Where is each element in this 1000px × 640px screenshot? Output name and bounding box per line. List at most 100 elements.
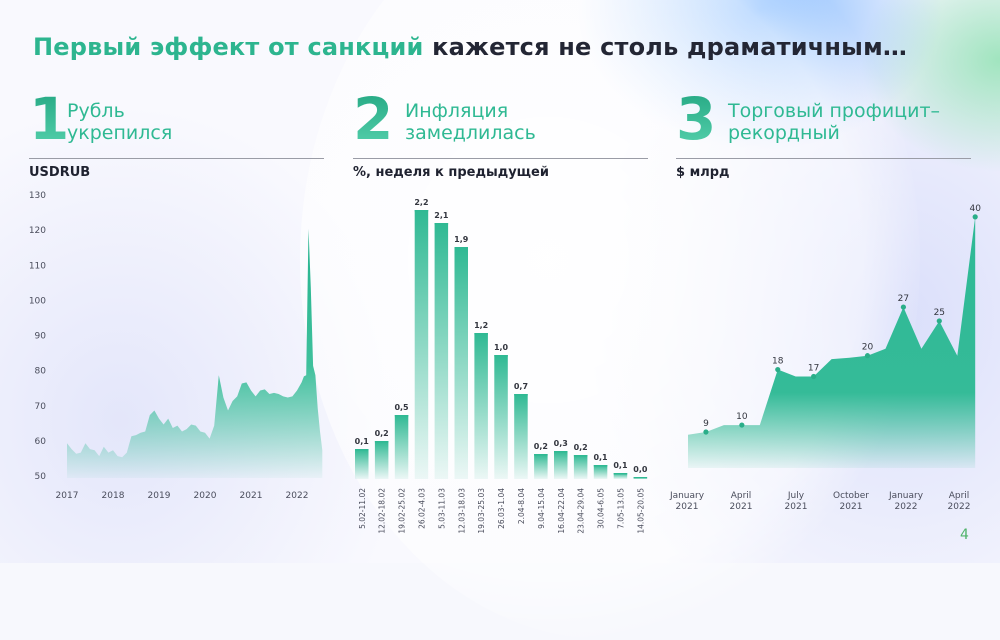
bar-rect — [374, 441, 389, 479]
bar-category-label: 19.03-25.03 — [477, 488, 486, 534]
inflation-bar-chart: 0,1 5.02-11.02 0,2 12.02-18.02 0,5 19.02-25.0… — [355, 198, 648, 534]
x-tick-label-year: 2021 — [730, 502, 753, 512]
section-heading-line2: рекордный — [728, 122, 840, 144]
trade-surplus-area — [688, 216, 976, 468]
bar-category-label: 2.04-8.04 — [517, 488, 526, 524]
data-point-marker — [936, 318, 942, 324]
section-heading: Рубль укрепился — [67, 100, 172, 144]
y-tick-label: 80 — [35, 367, 47, 377]
bar: 2,2 26.02-4.03 — [414, 198, 428, 529]
x-tick-label: 2017 — [56, 491, 79, 501]
data-point-label: 25 — [934, 308, 945, 318]
bar-category-label: 5.03-11.03 — [437, 488, 446, 529]
x-tick-label: 2022 — [286, 491, 309, 501]
bar-top — [593, 465, 608, 467]
bar-category-label: 9.04-15.04 — [537, 488, 546, 529]
bar-top — [534, 454, 548, 456]
y-tick-label: 60 — [35, 437, 47, 447]
x-axis-ticks: 2017 2018 2019 2020 2021 2022 — [56, 491, 309, 501]
section-heading-line2: укрепился — [67, 122, 173, 144]
section-number: 2 — [353, 85, 394, 153]
bar: 1,2 19.03-25.03 — [474, 321, 488, 534]
x-tick-label-year: 2022 — [948, 502, 971, 512]
y-tick-label: 130 — [29, 191, 46, 201]
x-tick-label-year: 2022 — [895, 502, 918, 512]
bar-category-label: 5.02-11.02 — [358, 488, 367, 529]
data-point-marker — [739, 422, 745, 428]
y-tick-label: 100 — [29, 296, 46, 306]
chart-unit-label: USDRUB — [29, 165, 91, 180]
section-heading: Инфляция замедлилась — [405, 100, 536, 144]
bar-top — [474, 333, 488, 335]
bar-rect — [414, 210, 429, 479]
bar-value-label: 0,7 — [514, 382, 528, 391]
bar-rect — [554, 451, 568, 479]
section-heading-line1: Инфляция — [405, 100, 509, 122]
bar: 0,3 16.04-22.04 — [554, 439, 568, 534]
x-tick-label: 2021 — [240, 491, 263, 501]
x-tick-label-year: 2021 — [785, 502, 808, 512]
x-tick-label: 2019 — [148, 491, 171, 501]
slide-title-highlight: Первый эффект от санкций — [33, 33, 424, 61]
bar: 0,7 2.04-8.04 — [514, 382, 528, 524]
bar-value-label: 0,5 — [394, 403, 409, 412]
x-tick-label: 2018 — [102, 491, 125, 501]
x-tick-label: 2020 — [194, 491, 217, 501]
bar: 0,2 9.04-15.04 — [534, 442, 548, 529]
data-point-marker — [703, 429, 709, 435]
bar-top — [554, 451, 568, 453]
bar-category-label: 14.05-20.05 — [636, 488, 645, 534]
bar-top — [494, 355, 508, 357]
bar-category-label: 12.02-18.02 — [378, 488, 387, 534]
bar: 0,1 7.05-13.05 — [613, 461, 628, 529]
bar-top — [633, 477, 648, 479]
bar-category-label: 7.05-13.05 — [616, 488, 625, 529]
data-points: 9 10 18 17 20 27 25 40 — [703, 204, 981, 435]
bar-value-label: 0,1 — [613, 461, 628, 470]
y-tick-label: 110 — [29, 261, 46, 271]
data-point-marker — [864, 353, 871, 359]
bar-category-label: 19.02-25.02 — [398, 488, 407, 534]
bar-value-label: 0,1 — [355, 437, 370, 446]
y-axis-ticks: 130 120 110 100 90 80 70 60 50 — [29, 191, 46, 482]
data-point-marker — [972, 214, 978, 220]
bar-top — [454, 247, 468, 249]
bar: 0,0 14.05-20.05 — [633, 465, 648, 534]
bar-category-label: 26.03-1.04 — [497, 488, 506, 529]
bar: 1,0 26.03-1.04 — [494, 343, 509, 529]
section-heading-line1: Рубль — [67, 100, 125, 122]
x-tick-label-month: October — [833, 491, 869, 501]
page-number: 4 — [960, 527, 969, 543]
bar-top — [573, 455, 588, 457]
usdrub-area — [67, 228, 323, 478]
x-tick-label-month: April — [949, 491, 970, 501]
data-point-label: 17 — [808, 363, 819, 373]
bar-category-label: 23.04-29.04 — [577, 488, 586, 534]
bar-value-label: 0,1 — [593, 453, 608, 462]
section-heading-line2: замедлилась — [405, 122, 536, 144]
y-tick-label: 50 — [35, 472, 47, 482]
bar-value-label: 2,2 — [414, 198, 428, 207]
bar-value-label: 0,2 — [534, 442, 548, 451]
bar: 0,5 19.02-25.02 — [394, 403, 409, 534]
bar-value-label: 1,2 — [474, 321, 488, 330]
bar-top — [613, 473, 628, 475]
section-divider — [353, 158, 648, 159]
bar-top — [374, 441, 389, 443]
bar: 1,9 12.03-18.03 — [454, 235, 469, 534]
bar-rect — [434, 223, 449, 479]
data-point-label: 20 — [862, 343, 874, 353]
y-tick-label: 90 — [35, 332, 47, 342]
chart-unit-label: $ млрд — [676, 165, 730, 180]
x-tick-label-month: January — [888, 491, 924, 501]
data-point-label: 40 — [969, 204, 981, 214]
bar-value-label: 0,3 — [554, 439, 568, 448]
x-tick-label-year: 2021 — [676, 502, 699, 512]
bar-rect — [534, 454, 548, 479]
bar-rect — [394, 415, 409, 479]
x-tick-label-month: April — [731, 491, 752, 501]
section-heading-line1: Торговый профицит– — [728, 100, 941, 122]
